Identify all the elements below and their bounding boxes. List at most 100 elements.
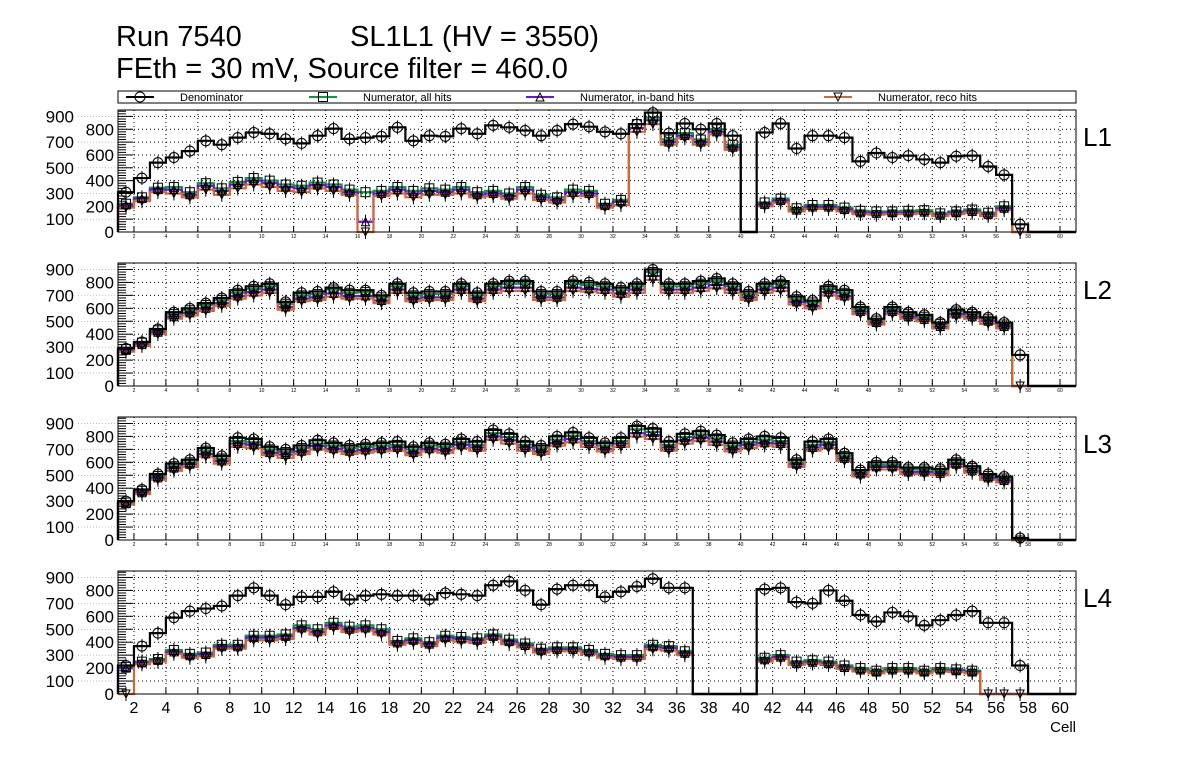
marker-reco [568, 191, 578, 202]
marker-denominator [200, 603, 212, 615]
x-tick-label: 48 [866, 234, 872, 240]
y-tick-label: 700 [46, 440, 74, 459]
x-tick-label: 58 [1025, 542, 1031, 548]
marker-reco [424, 190, 435, 200]
marker-denominator [583, 121, 595, 133]
y-tick-label: 900 [46, 568, 74, 587]
x-tick-label: 36 [674, 388, 680, 394]
marker-reco [328, 623, 339, 634]
marker-reco [999, 477, 1009, 488]
x-tick-label: 50 [898, 388, 904, 394]
x-tick-label: 38 [706, 542, 712, 548]
x-tick-label: 54 [961, 542, 967, 548]
marker-reco [648, 434, 658, 445]
marker-reco [328, 292, 339, 302]
marker-reco [264, 182, 275, 193]
marker-denominator [375, 130, 387, 142]
y-tick-label: 500 [46, 466, 74, 485]
marker-denominator [423, 130, 435, 142]
marker-reco [296, 296, 307, 307]
marker-reco [169, 649, 179, 659]
x-tick-label: 52 [923, 700, 941, 717]
marker-denominator [998, 617, 1010, 629]
y-tick-label: 600 [86, 146, 114, 165]
marker-reco [376, 446, 387, 457]
marker-reco [680, 288, 690, 298]
marker-reco [871, 320, 882, 330]
layer-label: L1 [1083, 122, 1112, 152]
panel-frame [117, 109, 1077, 233]
legend-triangle-down-icon [833, 92, 843, 103]
marker-reco [376, 629, 387, 640]
marker-denominator [168, 152, 180, 164]
y-tick-label: 0 [105, 377, 114, 396]
marker-reco [695, 286, 706, 296]
marker-reco [488, 435, 499, 445]
y-tick-label: 100 [46, 364, 74, 383]
x-tick-label: 40 [732, 700, 750, 717]
x-tick-label: 10 [259, 542, 265, 548]
marker-reco [344, 449, 355, 460]
marker-reco [328, 446, 339, 457]
marker-reco [408, 296, 419, 307]
marker-denominator [280, 133, 292, 145]
x-tick-label: 8 [228, 542, 231, 548]
x-tick-label: 48 [866, 388, 872, 394]
layer-label: L2 [1083, 275, 1112, 305]
marker-reco [600, 203, 610, 213]
marker-reco [376, 191, 387, 202]
marker-reco [185, 192, 195, 203]
x-axis-label: Cell [1050, 719, 1076, 736]
marker-denominator [870, 147, 882, 159]
marker-reco [951, 667, 962, 678]
legend-label: Numerator, reco hits [878, 92, 978, 104]
marker-denominator [216, 600, 228, 612]
marker-reco [169, 466, 179, 476]
y-tick-label: 800 [86, 427, 114, 446]
x-tick-label: 38 [706, 388, 712, 394]
marker-reco [935, 323, 946, 334]
marker-reco [711, 129, 722, 140]
marker-reco [312, 295, 323, 306]
marker-reco [312, 629, 323, 640]
marker-reco [488, 191, 499, 202]
marker-denominator [344, 593, 356, 605]
marker-denominator [439, 587, 451, 599]
marker-reco [344, 627, 355, 637]
marker-reco [584, 649, 594, 659]
x-tick-label: 4 [165, 388, 168, 394]
marker-reco [823, 204, 834, 215]
marker-reco [967, 668, 978, 679]
x-tick-label: 24 [482, 542, 488, 548]
marker-reco [951, 209, 962, 220]
marker-reco [137, 341, 147, 351]
marker-reco [121, 203, 131, 213]
x-tick-label: 52 [930, 388, 936, 394]
marker-reco [248, 635, 259, 646]
x-tick-label: 18 [387, 234, 393, 240]
legend-box [117, 90, 1077, 104]
marker-denominator [759, 126, 771, 138]
marker-denominator [870, 615, 882, 627]
x-tick-label: 52 [930, 234, 936, 240]
marker-denominator [455, 588, 467, 600]
marker-denominator [487, 579, 499, 591]
marker-all [360, 187, 371, 198]
x-tick-label: 2 [133, 234, 136, 240]
marker-denominator [886, 152, 898, 164]
x-tick-label: 46 [834, 542, 840, 548]
marker-reco [520, 642, 530, 653]
marker-denominator [647, 573, 659, 585]
marker-denominator [200, 135, 212, 147]
y-tick-label: 300 [46, 646, 74, 665]
marker-reco [520, 286, 530, 296]
marker-reco [711, 440, 722, 450]
y-tick-label: 200 [86, 351, 114, 370]
y-tick-label: 300 [46, 184, 74, 203]
marker-denominator [1014, 660, 1026, 672]
marker-reco [999, 205, 1009, 216]
marker-denominator [838, 132, 850, 144]
x-tick-label: 12 [285, 700, 303, 717]
marker-denominator [248, 126, 260, 138]
